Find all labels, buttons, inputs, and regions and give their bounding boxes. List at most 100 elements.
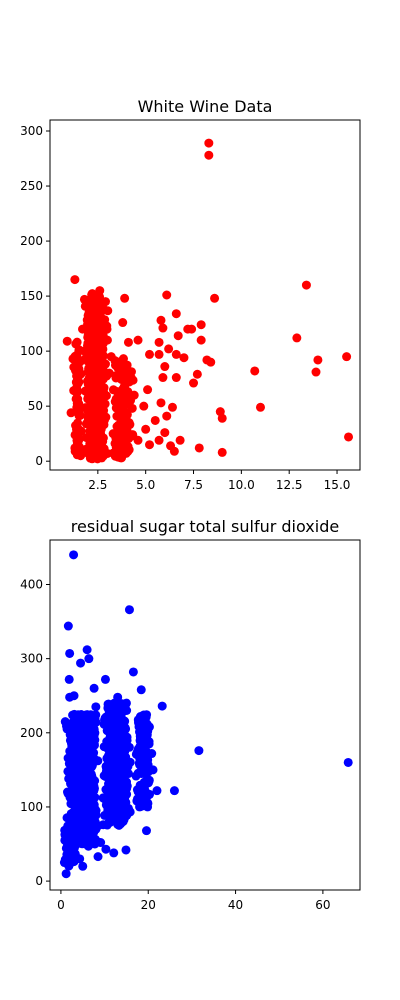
top-scatter-point-88 (97, 453, 107, 463)
top-scatter-point-34 (342, 352, 352, 362)
top-scatter-point-91 (95, 363, 105, 373)
top-plot-title: White Wine Data (138, 97, 273, 116)
bottom-cluster-0-point (89, 800, 99, 810)
bottom-scatter-point-36 (144, 739, 154, 749)
top-scatter-point-51 (129, 390, 139, 400)
bottom-scatter-point-21 (61, 869, 71, 879)
top-scatter-point-69 (160, 428, 170, 438)
bottom-cluster-1-point (107, 780, 117, 790)
top-scatter-point-97 (93, 423, 103, 433)
bottom-scatter-point-46 (147, 749, 157, 759)
bottom-scatter-point-12 (89, 683, 99, 693)
top-scatter-point-42 (192, 369, 202, 379)
top-x-tick-label-0: 2.5 (88, 478, 107, 492)
top-scatter-point-8 (210, 293, 220, 303)
bottom-scatter-point-0 (69, 550, 79, 560)
top-scatter-point-30 (171, 349, 181, 359)
bottom-scatter-point-29 (109, 848, 119, 858)
top-scatter-point-6 (162, 290, 172, 300)
bottom-cluster-0-point (91, 824, 101, 834)
bottom-cluster-1-point (123, 805, 133, 815)
top-x-tick-label-4: 12.5 (276, 478, 303, 492)
bottom-cluster-1-point (105, 736, 115, 746)
bottom-cluster-0-point (70, 771, 80, 781)
bottom-scatter-point-8 (100, 674, 110, 684)
top-cluster-1-point (73, 418, 83, 428)
bottom-cluster-0-point (73, 800, 83, 810)
top-scatter-point-36 (68, 354, 78, 364)
bottom-cluster-1-point (125, 757, 135, 767)
bottom-cluster-1-point (113, 819, 123, 829)
bottom-cluster-1-point (113, 763, 123, 773)
bottom-scatter-point-13 (136, 685, 146, 695)
bottom-scatter-point-44 (80, 728, 90, 738)
top-scatter-point-4 (95, 286, 105, 296)
top-scatter-point-21 (133, 335, 143, 345)
top-scatter-point-57 (127, 403, 137, 413)
top-scatter-point-72 (133, 435, 143, 445)
top-scatter-point-96 (78, 324, 88, 334)
bottom-cluster-3-point (68, 835, 78, 845)
top-cluster-1-point (72, 337, 82, 347)
bottom-cluster-0-point (88, 740, 98, 750)
bottom-scatter-point-2 (124, 605, 134, 615)
top-cluster-0-point (83, 338, 93, 348)
top-scatter-point-12 (171, 309, 181, 319)
bottom-scatter-point-39 (60, 717, 70, 727)
bottom-scatter-point-18 (169, 786, 179, 796)
top-scatter-point-47 (120, 381, 130, 391)
top-scatter-point-10 (100, 297, 110, 307)
top-scatter-point-49 (72, 388, 82, 398)
top-scatter-point-14 (118, 318, 128, 328)
bottom-cluster-0-point (85, 764, 95, 774)
top-scatter-point-41 (311, 367, 321, 377)
top-scatter-point-66 (141, 424, 151, 434)
bottom-cluster-0-point (68, 737, 78, 747)
top-scatter-point-40 (250, 366, 260, 376)
top-scatter-point-92 (102, 335, 112, 345)
top-scatter-point-76 (110, 439, 120, 449)
bottom-x-tick-label-0: 0 (57, 898, 65, 912)
top-cluster-2-point (113, 452, 123, 462)
top-scatter-point-52 (156, 398, 166, 408)
top-scatter-point-2 (70, 275, 80, 285)
top-scatter-point-98 (104, 368, 114, 378)
top-scatter-point-24 (123, 337, 133, 347)
top-scatter-point-94 (91, 412, 101, 422)
bottom-scatter-plot: residual sugar total sulfur dioxide 0 20 4… (20, 517, 361, 912)
top-scatter-point-9 (79, 294, 89, 304)
top-y-tick-label-4: 200 (20, 234, 43, 248)
bottom-scatter-point-11 (69, 691, 79, 701)
bottom-cluster-0-point (88, 814, 98, 824)
top-x-tick-label-2: 7.5 (184, 478, 203, 492)
bottom-cluster-0-point (82, 771, 92, 781)
bottom-plot-ticks: 0 20 40 60 0 100 200 300 400 (20, 577, 330, 912)
bottom-cluster-1-point (117, 778, 127, 788)
top-x-tick-label-3: 10.0 (228, 478, 255, 492)
bottom-x-tick-label-1: 20 (141, 898, 156, 912)
top-cluster-0-point (85, 426, 95, 436)
top-scatter-point-82 (169, 446, 179, 456)
top-scatter-point-25 (154, 337, 164, 347)
top-scatter-point-13 (156, 315, 166, 325)
bottom-cluster-0-point (68, 719, 78, 729)
bottom-scatter-point-24 (78, 861, 88, 871)
top-cluster-0-point (94, 329, 104, 339)
bottom-scatter-point-22 (59, 858, 69, 868)
top-scatter-point-1 (204, 150, 214, 160)
top-y-tick-label-3: 150 (20, 289, 43, 303)
bottom-cluster-3-point (61, 828, 71, 838)
bottom-y-tick-label-4: 400 (20, 577, 43, 591)
top-x-tick-label-1: 5.0 (136, 478, 155, 492)
bottom-scatter-point-45 (110, 743, 120, 753)
bottom-scatter-point-42 (91, 702, 101, 712)
top-scatter-point-70 (344, 432, 354, 442)
bottom-plot-title: residual sugar total sulfur dioxide (71, 517, 339, 536)
top-scatter-point-50 (83, 392, 93, 402)
bottom-y-tick-label-2: 200 (20, 726, 43, 740)
top-x-tick-label-5: 15.0 (324, 478, 351, 492)
bottom-scatter-point-26 (93, 852, 103, 862)
bottom-scatter-point-23 (66, 852, 76, 862)
bottom-y-tick-label-0: 0 (35, 874, 43, 888)
